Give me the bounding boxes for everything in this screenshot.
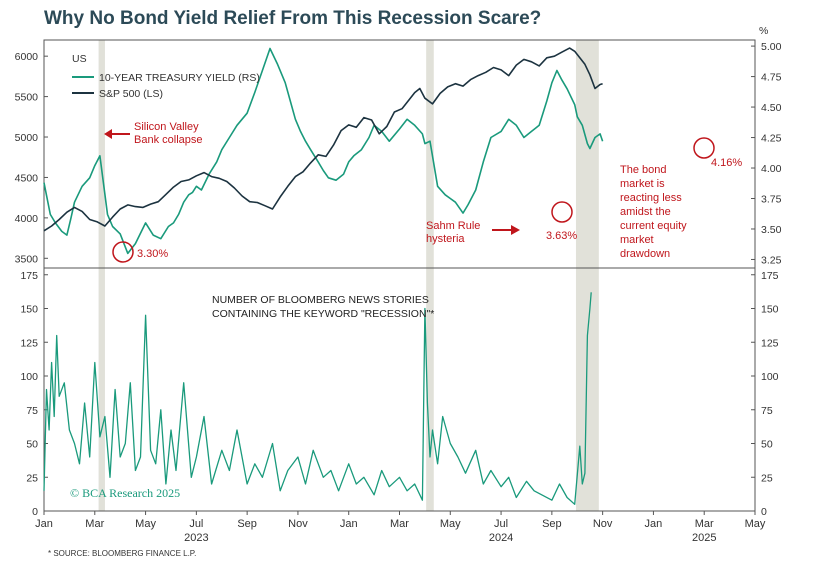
x-tick-label: Sep: [237, 518, 257, 530]
svb-arrow-head: [104, 129, 112, 139]
x-year-label: 2025: [692, 532, 716, 544]
right-tick-label: 3.50: [761, 224, 782, 236]
left-tick-label: 4000: [15, 213, 39, 225]
bottom-right-tick-label: 175: [761, 270, 779, 282]
region-label: US: [72, 53, 87, 65]
right-tick-label: 4.50: [761, 102, 782, 114]
legend-yield-label: 10-YEAR TREASURY YIELD (RS): [99, 72, 260, 84]
right-tick-label: 4.00: [761, 163, 782, 175]
sp500-line: [43, 47, 603, 232]
news-panel-title-line-2: CONTAINING THE KEYWORD "RECESSION"*: [212, 308, 434, 320]
right-tick-label: 4.75: [761, 72, 782, 84]
x-tick-label: Nov: [288, 518, 308, 530]
chart-title: Why No Bond Yield Relief From This Reces…: [44, 8, 541, 29]
bond-note-line-6: market: [620, 234, 654, 246]
shade-top-2: [575, 40, 599, 268]
sahm-note-line-2: hysteria: [426, 233, 465, 245]
low-label-2024: 3.63%: [546, 230, 577, 242]
x-tick-label: May: [745, 518, 766, 530]
bond-note-line-3: reacting less: [620, 192, 682, 204]
right-axis-unit: %: [759, 25, 768, 37]
x-tick-label: May: [440, 518, 461, 530]
bottom-right-tick-label: 100: [761, 371, 779, 383]
low-label-2025: 4.16%: [711, 157, 742, 169]
right-tick-label: 3.75: [761, 194, 782, 206]
bottom-right-tick-label: 25: [761, 472, 773, 484]
svb-note-line-1: Silicon Valley: [134, 121, 199, 133]
shade-top-0: [98, 40, 105, 268]
bottom-right-tick-label: 0: [761, 506, 767, 518]
source-note: * SOURCE: BLOOMBERG FINANCE L.P.: [48, 549, 196, 558]
annotations: Silicon Valley Bank collapse Sahm Rule h…: [104, 121, 742, 263]
x-tick-label: Jul: [189, 518, 203, 530]
low-marker-2024: [551, 201, 573, 223]
bottom-left-tick-label: 125: [20, 337, 38, 349]
left-tick-label: 5500: [15, 92, 39, 104]
bond-note-line-1: The bond: [620, 164, 666, 176]
axis-ticks: 3500400045005000550060003.253.503.754.00…: [15, 25, 782, 544]
x-tick-label: Jan: [340, 518, 358, 530]
bottom-right-tick-label: 125: [761, 337, 779, 349]
recession-news-line: [43, 292, 592, 505]
bond-note-line-7: drawdown: [620, 248, 670, 260]
svb-note-line-2: Bank collapse: [134, 134, 203, 146]
bottom-shaded-periods: [98, 268, 599, 511]
bond-note-line-4: amidst the: [620, 206, 671, 218]
bond-note-line-5: current equity: [620, 220, 687, 232]
bottom-left-tick-label: 175: [20, 270, 38, 282]
low-marker-2025: [693, 137, 715, 159]
low-label-2023: 3.30%: [137, 248, 168, 260]
right-tick-label: 5.00: [761, 41, 782, 53]
top-shaded-periods: [98, 40, 599, 268]
x-tick-label: Mar: [390, 518, 409, 530]
x-year-label: 2024: [489, 532, 513, 544]
x-tick-label: Mar: [695, 518, 714, 530]
bond-note-line-2: market is: [620, 178, 665, 190]
treasury-yield-line: [43, 47, 604, 255]
x-tick-label: Jul: [494, 518, 508, 530]
shade-bottom-0: [98, 268, 105, 511]
left-tick-label: 5000: [15, 132, 39, 144]
shade-bottom-1: [426, 268, 434, 511]
left-tick-label: 6000: [15, 51, 39, 63]
shade-bottom-2: [575, 268, 599, 511]
x-tick-label: May: [135, 518, 156, 530]
watermark: © BCA Research 2025: [70, 486, 180, 500]
bottom-right-tick-label: 50: [761, 439, 773, 451]
bottom-left-tick-label: 0: [32, 506, 38, 518]
x-year-label: 2023: [184, 532, 208, 544]
x-tick-label: Mar: [85, 518, 104, 530]
sahm-note-line-1: Sahm Rule: [426, 220, 480, 232]
right-tick-label: 3.25: [761, 254, 782, 266]
bottom-left-tick-label: 150: [20, 304, 38, 316]
bottom-right-tick-label: 150: [761, 304, 779, 316]
left-tick-label: 4500: [15, 172, 39, 184]
bottom-left-tick-label: 50: [26, 439, 38, 451]
bottom-left-tick-label: 100: [20, 371, 38, 383]
x-tick-label: Nov: [593, 518, 613, 530]
x-tick-label: Sep: [542, 518, 562, 530]
bottom-right-tick-label: 75: [761, 405, 773, 417]
shade-top-1: [426, 40, 434, 268]
x-tick-label: Jan: [645, 518, 663, 530]
low-marker-2023: [112, 241, 134, 263]
legend-sp500-label: S&P 500 (LS): [99, 88, 163, 100]
right-tick-label: 4.25: [761, 133, 782, 145]
bottom-left-tick-label: 75: [26, 405, 38, 417]
left-tick-label: 3500: [15, 253, 39, 265]
bottom-left-tick-label: 25: [26, 472, 38, 484]
news-panel-title-line-1: NUMBER OF BLOOMBERG NEWS STORIES: [212, 294, 429, 306]
sahm-arrow-head: [511, 225, 520, 235]
x-tick-label: Jan: [35, 518, 53, 530]
